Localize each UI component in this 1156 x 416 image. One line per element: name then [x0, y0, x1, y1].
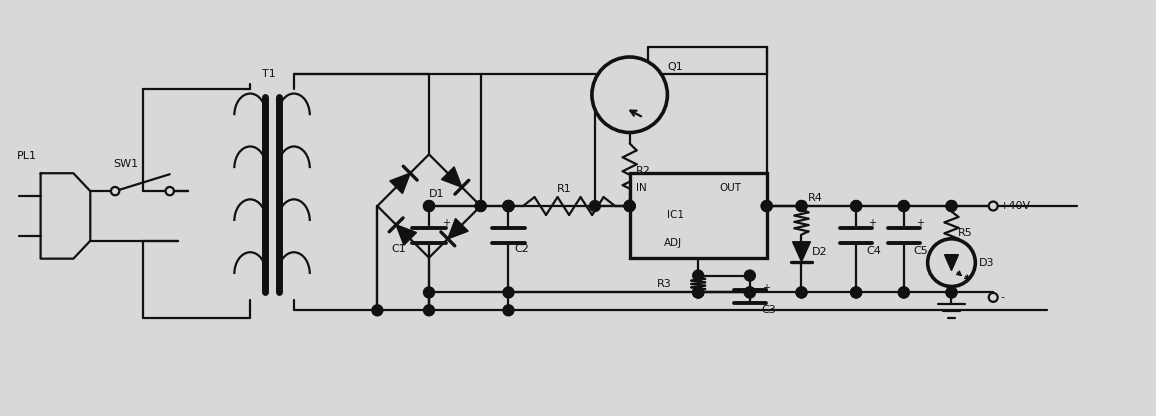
- Text: C1: C1: [391, 244, 406, 254]
- Circle shape: [898, 201, 910, 211]
- Circle shape: [503, 201, 514, 211]
- Circle shape: [692, 287, 704, 298]
- Circle shape: [851, 287, 861, 298]
- Polygon shape: [793, 242, 810, 262]
- Circle shape: [796, 287, 807, 298]
- Polygon shape: [442, 167, 462, 187]
- Text: +: +: [868, 218, 876, 228]
- Circle shape: [762, 201, 772, 211]
- Circle shape: [744, 270, 755, 281]
- Circle shape: [503, 305, 514, 316]
- Polygon shape: [944, 255, 958, 270]
- Circle shape: [851, 201, 861, 211]
- Text: OUT: OUT: [719, 183, 741, 193]
- Circle shape: [946, 201, 957, 211]
- Text: R1: R1: [557, 184, 572, 194]
- Circle shape: [692, 270, 704, 281]
- Text: IC1: IC1: [667, 210, 684, 220]
- Circle shape: [503, 201, 514, 211]
- Circle shape: [423, 287, 435, 298]
- Circle shape: [423, 201, 435, 211]
- Text: C3: C3: [762, 305, 777, 315]
- Circle shape: [592, 57, 667, 133]
- Text: D2: D2: [812, 247, 827, 257]
- Text: R4: R4: [807, 193, 822, 203]
- Circle shape: [624, 201, 635, 211]
- Circle shape: [796, 201, 807, 211]
- Circle shape: [111, 187, 119, 195]
- Text: ADJ: ADJ: [665, 238, 682, 248]
- Text: -: -: [1000, 292, 1005, 302]
- Text: +: +: [442, 218, 450, 228]
- Circle shape: [927, 239, 976, 287]
- Text: C2: C2: [514, 244, 529, 254]
- Circle shape: [624, 201, 635, 211]
- Circle shape: [590, 201, 600, 211]
- Circle shape: [692, 287, 704, 298]
- Circle shape: [796, 287, 807, 298]
- Text: IN: IN: [636, 183, 646, 193]
- Circle shape: [692, 287, 704, 298]
- Circle shape: [988, 201, 998, 210]
- Text: C5: C5: [913, 246, 928, 256]
- Text: R5: R5: [957, 228, 972, 238]
- Circle shape: [475, 201, 487, 211]
- Circle shape: [898, 201, 910, 211]
- Polygon shape: [390, 173, 410, 193]
- Text: D1: D1: [429, 189, 445, 199]
- Text: +: +: [762, 283, 770, 293]
- Circle shape: [762, 201, 772, 211]
- Text: +: +: [916, 218, 924, 228]
- Text: T1: T1: [262, 69, 276, 79]
- Polygon shape: [397, 225, 416, 245]
- Circle shape: [503, 287, 514, 298]
- Circle shape: [946, 287, 957, 298]
- Text: SW1: SW1: [113, 159, 139, 169]
- Circle shape: [988, 293, 998, 302]
- Text: R3: R3: [657, 279, 672, 289]
- Circle shape: [423, 305, 435, 316]
- Text: D3: D3: [979, 258, 995, 267]
- Circle shape: [851, 201, 861, 211]
- Circle shape: [372, 305, 383, 316]
- Circle shape: [475, 201, 487, 211]
- Polygon shape: [447, 218, 468, 239]
- Circle shape: [624, 201, 635, 211]
- Circle shape: [946, 201, 957, 211]
- Circle shape: [898, 287, 910, 298]
- Circle shape: [423, 201, 435, 211]
- Circle shape: [796, 201, 807, 211]
- Text: +40V: +40V: [1000, 201, 1031, 211]
- Circle shape: [851, 287, 861, 298]
- Circle shape: [744, 287, 755, 298]
- Circle shape: [165, 187, 173, 195]
- Bar: [630, 173, 766, 258]
- Circle shape: [503, 201, 514, 211]
- Text: C4: C4: [866, 246, 881, 256]
- Circle shape: [898, 287, 910, 298]
- Text: R2: R2: [636, 166, 651, 176]
- Circle shape: [744, 287, 755, 298]
- Circle shape: [503, 201, 514, 211]
- Circle shape: [946, 287, 957, 298]
- Text: Q1: Q1: [667, 62, 683, 72]
- Text: PL1: PL1: [17, 151, 37, 161]
